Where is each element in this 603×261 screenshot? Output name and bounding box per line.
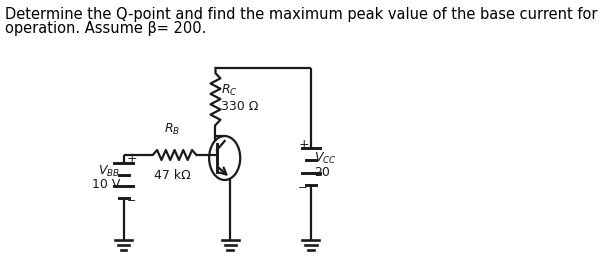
Text: $V_{BB}$: $V_{BB}$ xyxy=(98,163,120,179)
Text: 330 Ω: 330 Ω xyxy=(221,99,259,112)
Text: +: + xyxy=(298,138,309,151)
Text: 10 V: 10 V xyxy=(92,179,120,192)
Text: −: − xyxy=(298,183,308,193)
Text: −: − xyxy=(127,196,136,206)
Text: $V_{CC}$: $V_{CC}$ xyxy=(314,150,337,165)
Text: 20: 20 xyxy=(314,167,330,180)
Text: +: + xyxy=(127,151,137,164)
Text: $R_B$: $R_B$ xyxy=(164,122,180,137)
Text: operation. Assume β= 200.: operation. Assume β= 200. xyxy=(5,21,206,36)
Text: $R_C$: $R_C$ xyxy=(221,82,238,98)
Text: Determine the Q-point and find the maximum peak value of the base current for li: Determine the Q-point and find the maxim… xyxy=(5,7,603,22)
Text: 47 kΩ: 47 kΩ xyxy=(154,169,191,182)
